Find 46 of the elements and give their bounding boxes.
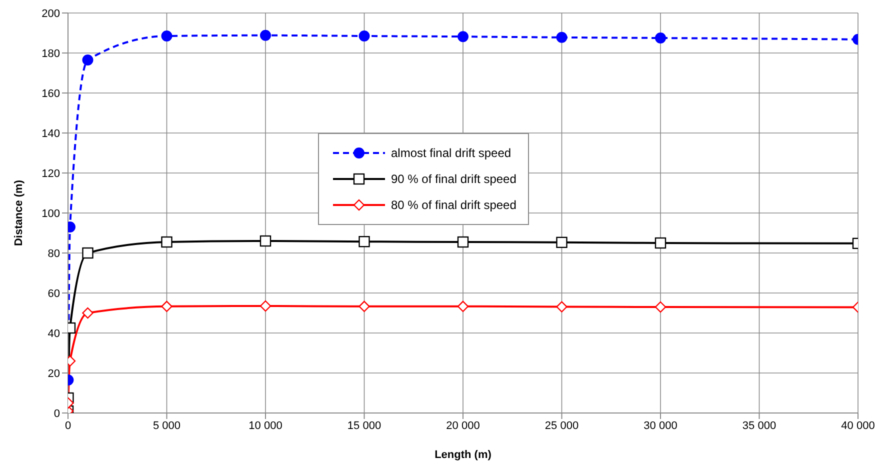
x-tick-label: 0	[64, 420, 72, 432]
point	[82, 247, 94, 259]
point	[161, 236, 172, 248]
point	[457, 300, 469, 312]
point	[457, 236, 469, 248]
point	[655, 32, 666, 44]
point	[654, 301, 666, 313]
y-tick-label: 200	[42, 8, 60, 20]
point	[556, 236, 568, 248]
x-axis-title: Length (m)	[434, 449, 492, 461]
y-tick-label: 60	[48, 288, 60, 300]
y-tick-label: 20	[48, 368, 60, 380]
x-tick-label: 20 000	[446, 420, 480, 432]
x-tick-label: 15 000	[347, 420, 382, 432]
x-tick-label: 35 000	[742, 420, 776, 432]
point	[260, 235, 272, 247]
legend-label: almost final drift speed	[391, 146, 512, 160]
legend-label: 90 % of final drift speed	[391, 172, 516, 186]
y-tick-label: 160	[42, 88, 60, 100]
y-tick-label: 100	[42, 208, 60, 220]
y-tick-label: 180	[42, 48, 60, 60]
y-axis-title: Distance (m)	[12, 180, 25, 246]
y-tick-label: 80	[48, 248, 60, 260]
point	[458, 31, 468, 42]
point	[82, 54, 94, 66]
y-tick-label: 0	[54, 408, 60, 420]
y-tick-label: 120	[42, 168, 60, 180]
y-tick-label: 140	[42, 128, 60, 140]
x-tick-label: 40 000	[841, 420, 875, 432]
x-tick-label: 30 000	[644, 420, 678, 432]
point	[358, 236, 370, 248]
point	[358, 300, 370, 312]
x-tick-label: 10 000	[248, 420, 282, 432]
y-tick-label: 40	[48, 328, 60, 340]
point	[358, 30, 370, 42]
point	[556, 301, 568, 312]
point	[654, 237, 666, 249]
point	[556, 32, 568, 43]
point	[161, 30, 172, 42]
legend-label: 80 % of final drift speed	[391, 198, 516, 212]
point	[82, 307, 94, 319]
x-tick-label: 5 000	[152, 420, 181, 432]
point	[260, 30, 271, 41]
point	[260, 300, 272, 312]
point	[161, 300, 172, 312]
x-tick-label: 25 000	[544, 420, 579, 432]
